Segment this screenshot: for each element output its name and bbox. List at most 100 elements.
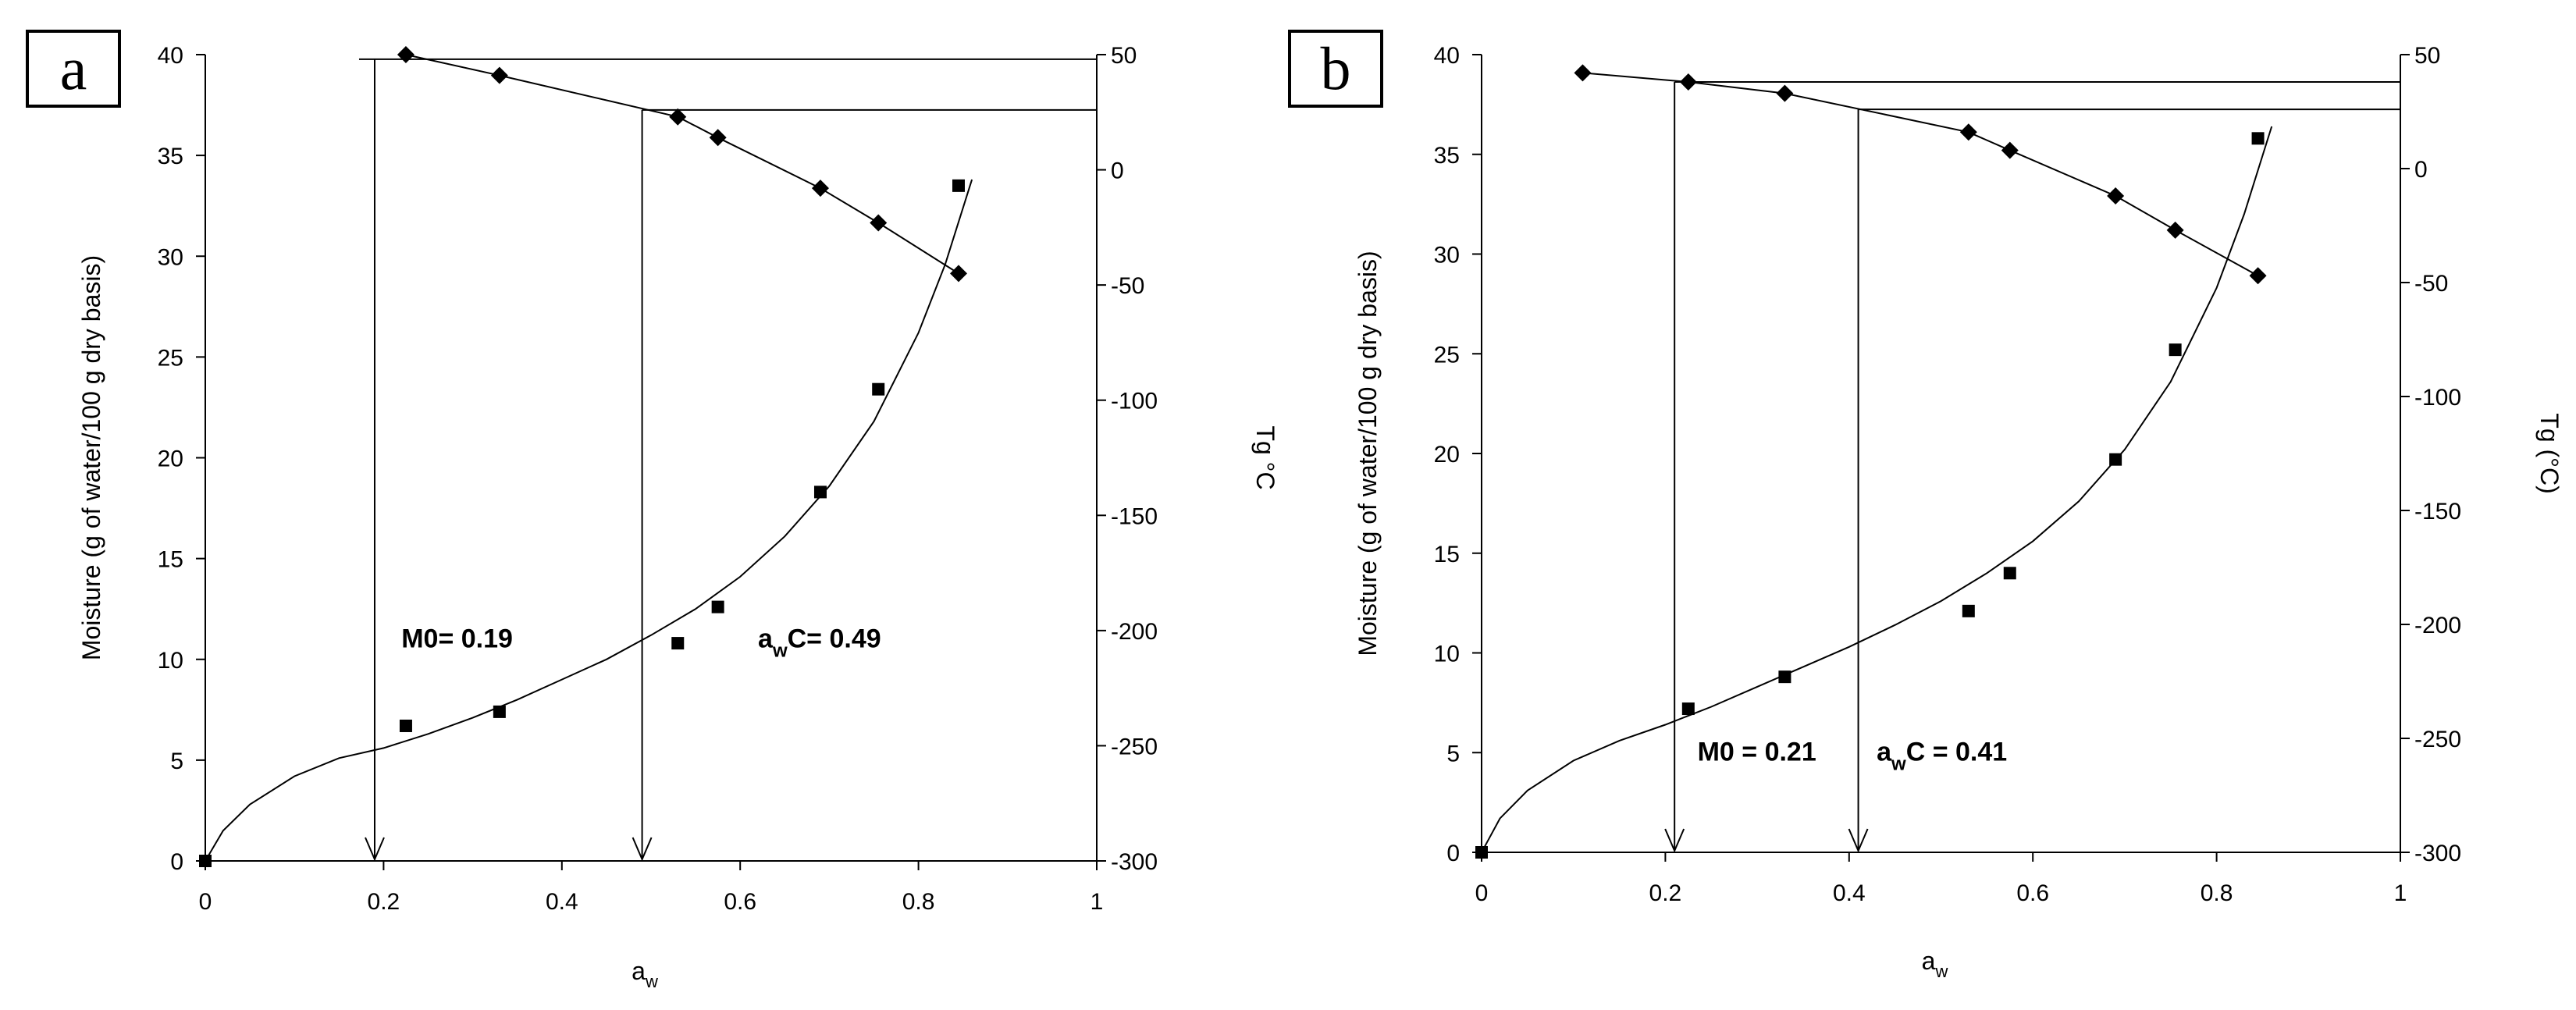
tg-point (709, 129, 727, 147)
moisture-point (711, 600, 724, 613)
x-tick-label: 0 (199, 889, 212, 915)
y2-tick-label: -50 (2414, 271, 2448, 297)
x-tick-label: 0.2 (368, 889, 400, 915)
annotation-text: C= 0.49 (788, 624, 881, 653)
annotation-text: C = 0.41 (1906, 737, 2007, 766)
moisture-point (2003, 567, 2016, 580)
x-tick-label: 0.8 (902, 889, 935, 915)
tg-point (669, 108, 687, 126)
tg-line (1582, 72, 2259, 277)
y2-tick-label: -300 (2414, 841, 2461, 866)
y-tick-label: 35 (1434, 143, 1460, 169)
y-tick-label: 30 (158, 244, 183, 270)
y-tick-label: 35 (158, 144, 183, 169)
x-tick-label: 0 (1475, 880, 1489, 906)
y-tick-label: 0 (1446, 841, 1460, 866)
annotation-label: awC= 0.49 (758, 624, 881, 661)
x-tick-label: 1 (2394, 880, 2407, 906)
y2-tick-label: -100 (2414, 385, 2461, 411)
x-tick-label: 0.2 (1649, 880, 1682, 906)
tg-point (811, 180, 829, 197)
annotation-label: M0 = 0.21 (1698, 737, 1816, 766)
y2-tick-label: 50 (2414, 43, 2440, 69)
y2-tick-label: -150 (1111, 503, 1158, 529)
tg-point (870, 214, 888, 232)
y-tick-label: 20 (1434, 442, 1460, 468)
panel-label-box (1288, 30, 1383, 108)
annotation-subscript: w (1891, 753, 1906, 774)
tg-point (490, 66, 508, 84)
x-tick-label: 0.6 (724, 889, 756, 915)
moisture-point (2169, 343, 2182, 357)
tg-point (1574, 64, 1592, 82)
y2-tick-label: -200 (2414, 613, 2461, 638)
moisture-point (399, 719, 412, 732)
annotation-label: awC = 0.41 (1877, 737, 2007, 774)
moisture-point (1962, 604, 1975, 617)
x-axis-label: aw (632, 957, 658, 991)
y2-tick-label: -250 (1111, 734, 1158, 759)
moisture-point (199, 855, 212, 867)
x-tick-label: 0.8 (2201, 880, 2233, 906)
guide-arrow-head (1664, 828, 1685, 853)
y2-tick-label: 50 (1111, 43, 1137, 69)
x-axis-label: aw (1922, 947, 1948, 981)
y-tick-label: 15 (1434, 542, 1460, 567)
moisture-point (1778, 670, 1791, 684)
y-tick-label: 40 (158, 43, 183, 69)
y-tick-label: 10 (1434, 642, 1460, 667)
y2-axis-label: Tg °C (1251, 425, 1279, 489)
y-tick-label: 30 (1434, 243, 1460, 269)
moisture-point (952, 179, 965, 192)
y-tick-label: 15 (158, 547, 183, 573)
tg-point (1776, 84, 1794, 102)
moisture-point (1681, 702, 1695, 716)
y-tick-label: 5 (1446, 741, 1460, 766)
tg-line (405, 54, 959, 275)
y-tick-label: 25 (158, 345, 183, 371)
x-axis-label-subscript: w (1934, 962, 1948, 981)
y-axis-label: Moisture (g of water/100 g dry basis) (77, 255, 105, 660)
y2-tick-label: -50 (1111, 273, 1144, 299)
annotation-subscript: w (772, 640, 788, 661)
panel-label: b (1321, 34, 1351, 102)
y-tick-label: 25 (1434, 342, 1460, 368)
y2-tick-label: 0 (2414, 157, 2428, 183)
sorption-fit-curve (1481, 126, 2273, 853)
tg-point (2249, 267, 2267, 285)
y-tick-label: 0 (170, 849, 183, 875)
x-tick-label: 0.6 (2016, 880, 2049, 906)
tg-point (2107, 187, 2125, 205)
tg-point (949, 265, 967, 283)
annotation-prefix: a (758, 624, 774, 653)
y-tick-label: 40 (1434, 43, 1460, 69)
y-tick-label: 20 (158, 446, 183, 472)
panel-label-box (26, 30, 121, 108)
tg-point (2001, 141, 2019, 159)
x-tick-label: 1 (1091, 889, 1104, 915)
tg-point (1959, 123, 1977, 141)
annotation-label: M0= 0.19 (401, 624, 513, 653)
y2-tick-label: -250 (2414, 727, 2461, 752)
y2-tick-label: -100 (1111, 389, 1158, 414)
tg-point (397, 46, 415, 63)
tg-point (2166, 221, 2184, 239)
panel-label: a (60, 34, 87, 102)
tg-point (1679, 73, 1697, 91)
moisture-point (813, 485, 827, 499)
moisture-point (1475, 846, 1488, 859)
y-axis-label: Moisture (g of water/100 g dry basis) (1354, 251, 1382, 656)
y2-tick-label: 0 (1111, 158, 1124, 184)
x-tick-label: 0.4 (1833, 880, 1866, 906)
y2-tick-label: -200 (1111, 619, 1158, 645)
moisture-point (2251, 132, 2265, 145)
y-tick-label: 5 (170, 749, 183, 774)
y-tick-label: 10 (158, 648, 183, 674)
y2-axis-label: Tg (°C) (2535, 413, 2564, 493)
guide-arrow-head (365, 837, 385, 862)
guide-arrow-head (1848, 828, 1869, 853)
